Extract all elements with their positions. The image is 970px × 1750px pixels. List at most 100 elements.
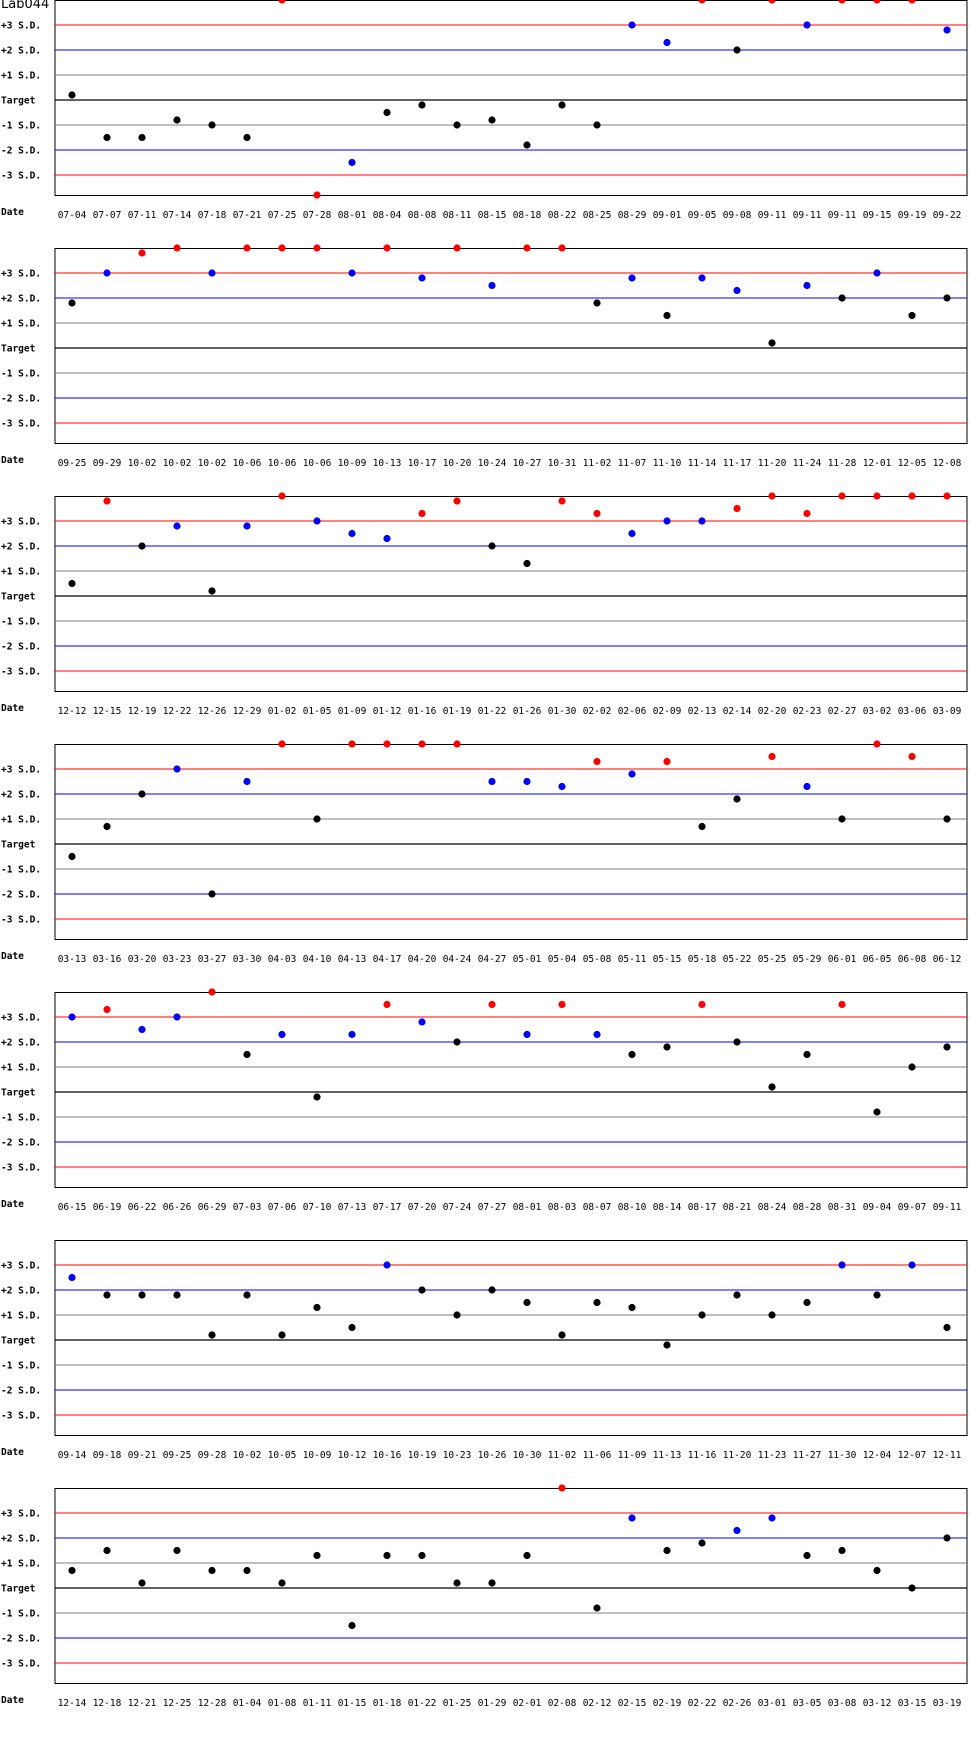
x-tick-label: 10-20 (443, 458, 472, 469)
x-tick-label: 09-08 (723, 210, 752, 221)
x-tick-label: 10-06 (303, 458, 332, 469)
x-tick-label: 09-11 (828, 210, 857, 221)
data-point (698, 517, 706, 525)
x-tick-label: 05-18 (688, 954, 717, 965)
level-label: Target (1, 344, 35, 355)
x-tick-label: 03-19 (933, 1698, 962, 1709)
x-tick-label: 09-14 (58, 1450, 87, 1461)
x-tick-label: 01-02 (268, 706, 297, 717)
x-tick-label: 07-13 (338, 1202, 367, 1213)
x-tick-label: 01-15 (338, 1698, 367, 1709)
x-tick-label: 11-24 (793, 458, 822, 469)
x-tick-label: 01-09 (338, 706, 367, 717)
data-point (803, 281, 811, 290)
data-point (733, 795, 741, 803)
data-point (103, 1546, 111, 1555)
data-point (313, 815, 321, 823)
data-point (908, 311, 916, 320)
x-tick-label: 03-27 (198, 954, 227, 965)
x-tick-label: 08-24 (758, 1202, 787, 1213)
x-tick-label: 03-01 (758, 1698, 787, 1709)
data-point (383, 244, 391, 252)
plot-frame-2 (54, 248, 968, 444)
level-label: Target (1, 1584, 35, 1595)
data-point (908, 0, 916, 4)
data-point (873, 0, 881, 4)
x-tick-label: 09-11 (933, 1202, 962, 1213)
data-point (418, 1286, 426, 1294)
x-tick-label: 02-06 (618, 706, 647, 717)
x-tick-label: 09-01 (653, 210, 682, 221)
level-label: -3 S.D. (1, 915, 41, 926)
data-point (418, 1018, 426, 1026)
plot-frame-5 (54, 992, 968, 1188)
plot-frame-4 (54, 744, 968, 940)
level-label: -1 S.D. (1, 865, 41, 876)
data-point (943, 1043, 951, 1051)
level-label: Target (1, 1088, 35, 1099)
data-point (208, 988, 216, 996)
data-point (173, 116, 181, 124)
data-point (593, 1030, 601, 1039)
data-point (803, 1298, 811, 1307)
x-tick-label: 03-12 (863, 1698, 892, 1709)
data-point (208, 269, 216, 277)
x-axis-label: Date (1, 207, 24, 218)
x-tick-label: 09-15 (863, 210, 892, 221)
x-tick-label: 02-02 (583, 706, 612, 717)
x-tick-label: 07-21 (233, 210, 262, 221)
data-point (383, 534, 391, 543)
data-point (278, 740, 286, 748)
x-tick-label: 06-01 (828, 954, 857, 965)
data-point (873, 1566, 881, 1575)
x-tick-label: 07-25 (268, 210, 297, 221)
data-point (558, 101, 566, 109)
data-point (733, 1291, 741, 1299)
data-point (838, 815, 846, 823)
data-point (908, 752, 916, 761)
x-tick-label: 10-02 (198, 458, 227, 469)
data-point (558, 1484, 566, 1492)
level-label: Target (1, 1336, 35, 1347)
data-point (628, 274, 636, 282)
level-label: +3 S.D. (1, 1261, 41, 1272)
x-tick-label: 10-13 (373, 458, 402, 469)
x-tick-label: 10-05 (268, 1450, 297, 1461)
data-point (873, 492, 881, 500)
level-label: +3 S.D. (1, 1013, 41, 1024)
x-tick-label: 09-11 (758, 210, 787, 221)
x-tick-label: 08-14 (653, 1202, 682, 1213)
plot-frame-6 (54, 1240, 968, 1436)
x-tick-label: 02-20 (758, 706, 787, 717)
data-point (943, 26, 951, 34)
data-point (313, 191, 321, 199)
data-point (453, 244, 461, 252)
data-point (838, 1000, 846, 1009)
data-point (103, 497, 111, 505)
x-tick-label: 12-22 (163, 706, 192, 717)
data-point (908, 1584, 916, 1592)
level-label: -3 S.D. (1, 667, 41, 678)
level-label: -1 S.D. (1, 1361, 41, 1372)
data-point (173, 244, 181, 252)
x-tick-label: 08-18 (513, 210, 542, 221)
data-point (488, 1000, 496, 1009)
data-point (768, 1311, 776, 1319)
x-tick-label: 06-19 (93, 1202, 122, 1213)
x-tick-label: 11-30 (828, 1450, 857, 1461)
x-tick-label: 12-08 (933, 458, 962, 469)
data-point (418, 274, 426, 282)
data-point (768, 339, 776, 347)
data-point (173, 1013, 181, 1021)
x-tick-label: 07-06 (268, 1202, 297, 1213)
x-tick-label: 07-20 (408, 1202, 437, 1213)
x-tick-label: 08-29 (618, 210, 647, 221)
x-tick-label: 11-23 (758, 1450, 787, 1461)
data-point (943, 1534, 951, 1542)
data-point (68, 91, 76, 99)
x-tick-label: 04-10 (303, 954, 332, 965)
data-point (698, 1000, 706, 1009)
data-point (628, 1303, 636, 1312)
data-point (488, 777, 496, 786)
x-tick-label: 12-15 (93, 706, 122, 717)
